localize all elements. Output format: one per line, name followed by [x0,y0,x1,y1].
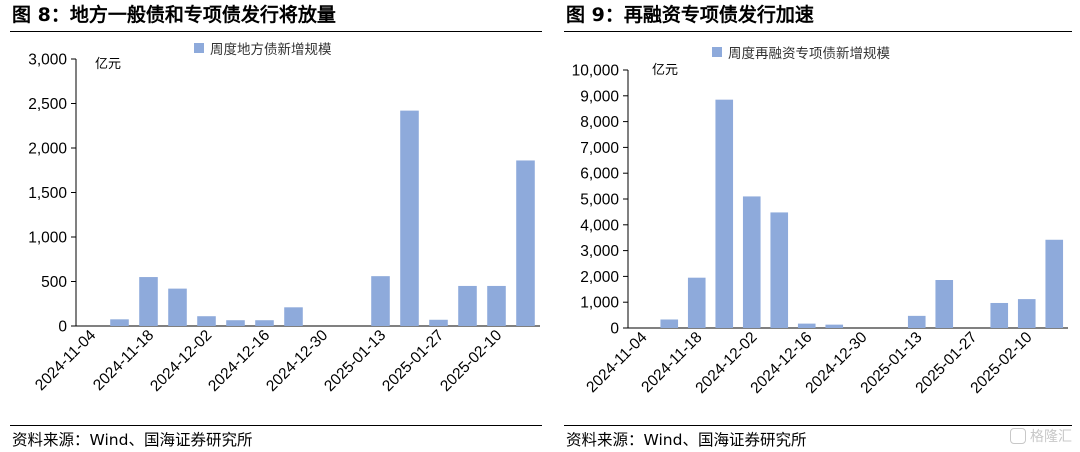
bar [797,323,816,328]
y-tick-label: 10,000 [572,63,620,80]
y-tick-label: 0 [58,319,67,336]
legend-swatch [712,47,722,57]
right-chart-title: 图 9：再融资专项债发行加速 [566,4,814,26]
bar [770,212,789,328]
left-chart-title: 图 8：地方一般债和专项债发行将放量 [12,4,336,26]
x-tick-label: 2024-12-16 [205,327,273,395]
bar [687,277,706,328]
bar [825,324,844,328]
y-tick-label: 1,000 [580,295,619,312]
watermark-text: 格隆汇 [1030,429,1072,445]
bar [1017,299,1036,328]
right-source-rule [564,425,1072,426]
y-tick-label: 2,500 [28,96,67,113]
unit-label: 亿元 [95,57,121,72]
y-tick-label: 6,000 [580,166,619,183]
bar [990,302,1009,328]
y-tick-label: 0 [610,321,619,338]
x-tick-label: 2024-12-30 [263,327,331,395]
left-bar-chart: 0 500 1,000 1,500 2,000 2,500 3,000 2024-11-04 2… [28,42,540,395]
left-title-rule [10,31,542,32]
bar [139,277,158,326]
bar [226,320,245,326]
unit-label: 亿元 [652,63,678,78]
bar [168,288,187,326]
y-tick-label: 8,000 [580,114,619,131]
y-tick-label: 4,000 [580,217,619,234]
bar [1045,239,1064,328]
right-source-note: 资料来源：Wind、国海证券研究所 [566,431,807,449]
y-tick-label: 3,000 [28,52,67,69]
y-tick-label: 3,000 [580,243,619,260]
bar [371,276,390,326]
y-tick-label: 2,000 [28,141,67,158]
x-tick-label: 2025-02-10 [437,327,505,395]
y-tick-label: 500 [41,274,67,291]
bar [907,315,926,328]
bar [284,307,303,326]
y-tick-label: 2,000 [580,269,619,286]
bar [458,285,477,326]
bar [487,285,506,326]
bar [197,316,216,326]
bar [429,319,448,326]
bar [742,196,761,328]
right-title-rule [564,31,1072,32]
x-tick-label: 2024-11-04 [32,327,100,395]
legend-label: 周度地方债新增规模 [210,42,332,58]
y-tick-label: 7,000 [580,140,619,157]
bar [516,160,535,326]
x-tick-label: 2024-12-02 [147,327,215,395]
y-tick-label: 1,500 [28,185,67,202]
y-tick-label: 9,000 [580,88,619,105]
x-tick-label: 2025-01-27 [379,327,447,395]
bar [660,319,679,328]
left-source-rule [10,425,542,426]
bar [255,320,274,326]
left-source-note: 资料来源：Wind、国海证券研究所 [12,431,253,449]
bar [110,319,129,326]
legend-label: 周度再融资专项债新增规模 [728,46,890,62]
watermark: 格隆汇 [1010,426,1072,446]
y-tick-label: 1,000 [28,230,67,247]
legend-swatch [194,43,204,53]
bar [400,110,419,327]
x-tick-label: 2025-01-13 [321,327,389,395]
watermark-logo-icon [1010,428,1026,444]
bar [715,99,734,328]
right-bar-chart: 0 1,000 2,000 3,000 4,000 5,000 6,000 7,000 8,00… [572,46,1068,397]
bar [935,280,954,328]
y-tick-label: 5,000 [580,192,619,209]
